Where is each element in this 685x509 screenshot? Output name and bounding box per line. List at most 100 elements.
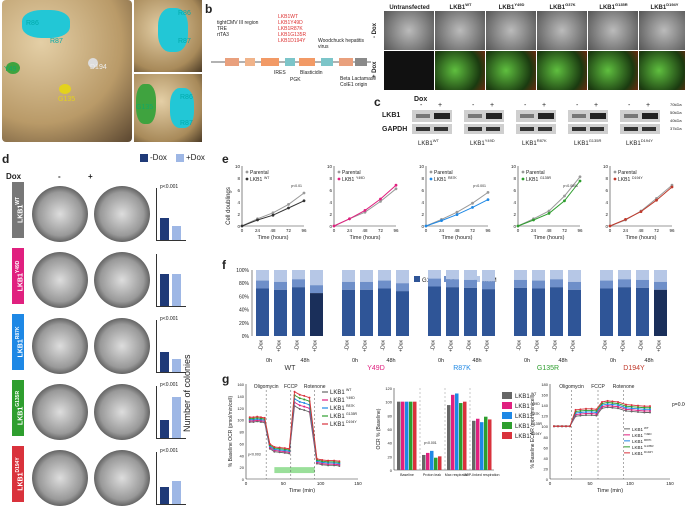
- bar-s: [274, 281, 287, 290]
- ecar-point: [611, 406, 614, 409]
- ocr-point: [273, 445, 276, 448]
- bar-s: [310, 285, 323, 294]
- legend-item: LKB1: [434, 177, 446, 183]
- group-name: WT: [285, 365, 297, 372]
- y-tick: 100: [541, 424, 548, 429]
- bar-g2m: [274, 270, 287, 282]
- legend-swatch: [502, 422, 512, 429]
- ecar-point: [565, 425, 567, 428]
- micro-col-header: LKB1D194Y: [639, 2, 685, 11]
- bar-label: -Dox: [603, 340, 609, 351]
- legend-item: LKB1: [342, 177, 354, 183]
- ocr-bar: [488, 419, 492, 470]
- bar-label: -Dox: [345, 340, 351, 351]
- ecar-point: [617, 404, 619, 407]
- time-label: 0h: [438, 358, 444, 364]
- data-point: [363, 209, 367, 212]
- ocr-bar: [430, 450, 434, 470]
- x-tick: 48: [638, 228, 644, 233]
- row-label-name: LKB1: [17, 339, 25, 358]
- legend-sup: Y49D: [356, 176, 365, 180]
- blot-group-name: LKB1: [470, 141, 485, 147]
- insert-labels: LKB1WT LKB1Y49D LKB1R87K LKB1G135R LKB1D…: [278, 14, 306, 44]
- legend-marker: [613, 177, 617, 181]
- blot-band-minus: [624, 114, 638, 118]
- bar-g2m: [654, 270, 667, 282]
- bar-g2m: [292, 270, 305, 280]
- bar-label: +Dox: [399, 340, 405, 352]
- legend-marker: [337, 177, 341, 181]
- residue-label: R86: [180, 94, 193, 101]
- bar-g1: [532, 288, 545, 336]
- dox-minus: -: [576, 102, 579, 109]
- injection-label: Oligomycin: [254, 384, 279, 390]
- legend-item: Parental: [342, 170, 361, 176]
- xlabel: Time (hours): [258, 235, 289, 241]
- ecar-point: [637, 407, 639, 410]
- dox-minus: -: [628, 102, 631, 109]
- colony-plate: [94, 186, 150, 242]
- ocr-bar: [438, 456, 442, 470]
- bar-g2m: [618, 270, 631, 280]
- legend-sup: Y49D: [346, 396, 355, 400]
- ecar-point: [595, 408, 598, 411]
- legend-item: LKB1: [515, 424, 530, 430]
- ecar-point: [611, 402, 614, 404]
- pvalue: p<0.01: [291, 184, 302, 188]
- parental-line: [333, 188, 397, 227]
- legend-sup: WT: [264, 176, 270, 180]
- ecar-point: [590, 410, 593, 413]
- legend-marker: [521, 177, 525, 181]
- blot-band-plus: [434, 113, 450, 119]
- data-point: [287, 206, 290, 210]
- bar-g1: [600, 288, 613, 336]
- blot-band-gapdh: [642, 127, 656, 131]
- western-blot: Dox LKB1 GAPDH - + LKB1WT - + LKB1Y49D - + LKB1R87K…: [382, 96, 685, 154]
- legend-swatch: [176, 154, 184, 162]
- ecar-point: [625, 405, 627, 408]
- data-point: [655, 198, 658, 202]
- data-point: [256, 218, 259, 222]
- vector-labels: tightCMV III region TRE rtTA3: [217, 20, 287, 38]
- time-label: 48h: [386, 358, 395, 364]
- legend-sup: D194Y: [346, 420, 357, 424]
- ocr-point: [293, 390, 296, 393]
- x-tick: 50: [281, 481, 287, 486]
- x-tick: 72: [654, 228, 660, 233]
- bar-s: [654, 281, 667, 290]
- bar-s: [600, 280, 613, 289]
- data-point: [563, 199, 566, 203]
- ylabel: Cell doublings: [226, 187, 232, 225]
- ocr-point: [298, 404, 301, 407]
- blot-gapdh-box: [412, 124, 452, 134]
- micro-col-header: LKB1G135R: [588, 2, 639, 11]
- bar-label: -Dox: [381, 340, 387, 351]
- blot-gapdh-box: [516, 124, 556, 134]
- ecar-point: [611, 400, 614, 403]
- ocr-point: [298, 393, 301, 396]
- ocr-point: [252, 416, 255, 419]
- data-point: [532, 218, 535, 222]
- dox-plus: +: [88, 172, 93, 181]
- ecar-point: [606, 399, 609, 402]
- legend-swatch: [414, 276, 420, 282]
- legend-item: Parental: [434, 170, 453, 176]
- blot-gapdh-box: [620, 124, 660, 134]
- ecar-point: [643, 411, 646, 414]
- data-point: [578, 179, 582, 183]
- blot-group-name: LKB1: [418, 141, 433, 147]
- ocr-bar: [480, 422, 484, 470]
- x-tick: 0: [609, 228, 612, 233]
- x-tick: 48: [270, 228, 276, 233]
- x-tick: 0: [241, 228, 244, 233]
- data-point: [578, 175, 582, 179]
- x-tick: 48: [362, 228, 368, 233]
- insert-label: LKB1D194Y: [278, 38, 306, 44]
- dox-plus: +: [646, 102, 651, 109]
- ocr-bar: [405, 401, 409, 470]
- micro-col-sup: Y49D: [514, 2, 525, 7]
- x-tick: 96: [485, 228, 491, 233]
- vector-label: rtTA3: [217, 32, 229, 38]
